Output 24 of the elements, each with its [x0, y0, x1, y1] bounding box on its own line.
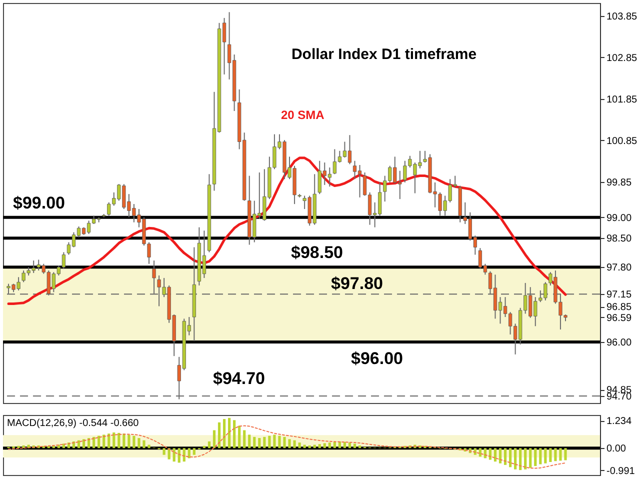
ref-line-label: $98.50 [291, 243, 343, 262]
text: Dollar Index D1 timeframe [291, 46, 477, 63]
y-tick-label: 99.00 [606, 212, 632, 224]
ref-line-label: $96.00 [351, 348, 403, 368]
chart-title: MACD(12,26,9) -0.544 -0.660 [7, 418, 140, 429]
y-tick-label: 0.00 [606, 444, 626, 455]
y-tick-label: 94.70 [606, 391, 632, 402]
ref-line-label: $97.80 [331, 274, 383, 294]
y-tick-label: 99.85 [606, 178, 632, 189]
ref-line-label: $99.00 [13, 193, 65, 212]
y-tick-label: 1.234 [606, 416, 632, 428]
ref-line-label: $94.70 [213, 368, 265, 388]
y-tick-label: 103.85 [606, 11, 638, 22]
y-tick-label: 100.85 [606, 136, 638, 147]
y-tick-label: 98.50 [606, 234, 632, 245]
y-tick-label: 101.85 [606, 94, 638, 106]
y-tick-label: 96.59 [606, 312, 632, 324]
y-tick-label: 96.00 [606, 337, 632, 348]
y-tick-label: 102.85 [606, 52, 638, 64]
y-tick-label: 96.85 [606, 302, 632, 314]
y-tick-label: 97.15 [606, 290, 632, 301]
text: 20 SMA [281, 108, 325, 122]
y-tick-label: 97.80 [606, 262, 632, 274]
y-tick-label: -0.991 [606, 466, 636, 477]
